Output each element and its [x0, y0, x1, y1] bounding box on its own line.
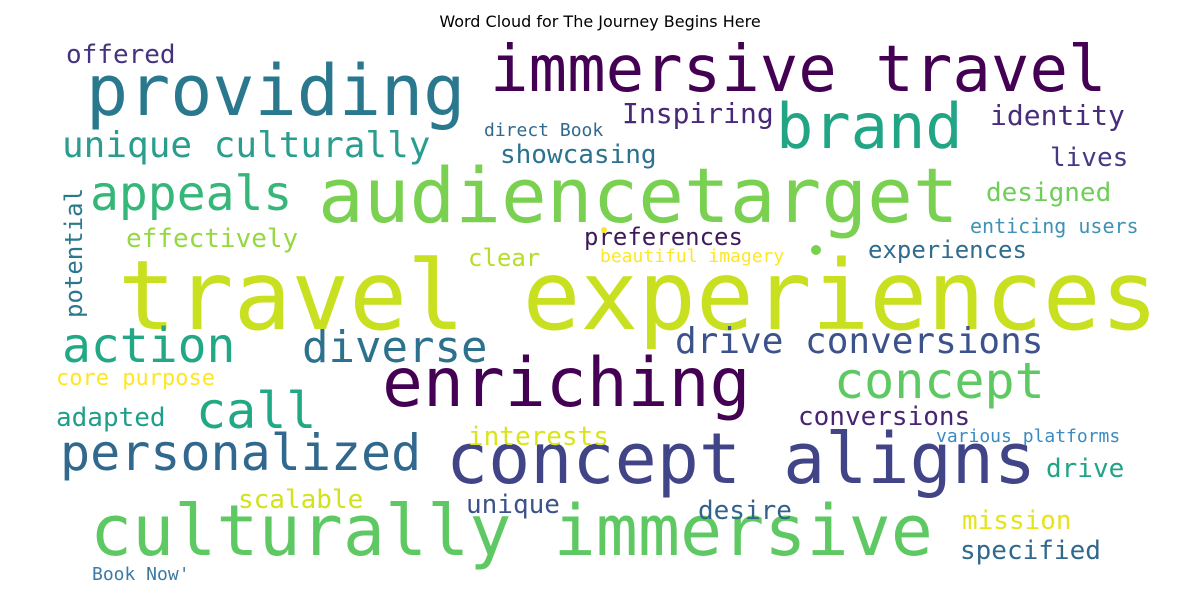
- word-unique-culturally: unique culturally: [62, 125, 431, 166]
- word-conversions: conversions: [798, 402, 971, 432]
- word-personalized: personalized: [60, 424, 422, 482]
- word-book-now: Book Now': [92, 564, 190, 585]
- word-scalable: scalable: [238, 485, 364, 515]
- word-concept: concept: [834, 352, 1045, 410]
- word-immersive-travel: immersive travel: [490, 33, 1107, 107]
- word-direct-book: direct Book: [484, 120, 604, 141]
- word-offered: offered: [66, 40, 176, 70]
- word-desire: desire: [698, 496, 792, 526]
- word-various-platforms: various platforms: [936, 426, 1121, 447]
- word-beautiful-imagery: beautiful imagery: [600, 246, 785, 267]
- word-preferences: preferences: [584, 223, 743, 251]
- word-designed: designed: [986, 178, 1112, 208]
- word-audiencetarget: audiencetarget: [318, 151, 959, 240]
- word-providing: providing: [86, 50, 466, 132]
- word-experiences: experiences: [868, 236, 1027, 264]
- word-lives: lives: [1050, 143, 1129, 173]
- word-identity: identity: [990, 99, 1125, 132]
- word-cloud: travel experiences audiencetarget immersiv…: [40, 38, 1160, 598]
- word-interests: interests: [468, 422, 609, 452]
- word-mission: mission: [962, 506, 1072, 536]
- word-drive: drive: [1046, 454, 1125, 484]
- word-diverse: diverse: [302, 322, 488, 373]
- word-unique: unique: [466, 490, 560, 520]
- word-clear: clear: [468, 244, 541, 272]
- word-concept-aligns: concept aligns: [446, 418, 1037, 500]
- word-effectively: effectively: [126, 224, 299, 254]
- word-core-purpose: core purpose: [56, 366, 215, 391]
- word-culturally-immersive: culturally immersive: [90, 490, 933, 572]
- word-dot: [811, 245, 821, 255]
- word-action: action: [62, 318, 236, 374]
- word-call: call: [196, 382, 317, 440]
- word-inspiring: Inspiring: [622, 97, 774, 130]
- word-drive-conversions: drive conversions: [675, 321, 1044, 362]
- word-potential: potential: [60, 187, 88, 318]
- word-brand: brand: [776, 90, 963, 163]
- word-adapted: adapted: [56, 403, 166, 433]
- word-enticing-users: enticing users: [970, 214, 1139, 238]
- chart-title: Word Cloud for The Journey Begins Here: [439, 12, 761, 31]
- word-enriching: enriching: [382, 344, 751, 423]
- word-showcasing: showcasing: [500, 140, 657, 170]
- word-dot: [601, 227, 607, 233]
- word-travel-experiences: travel experiences: [118, 240, 1159, 352]
- word-appeals: appeals: [90, 166, 293, 222]
- word-specified: specified: [960, 536, 1101, 566]
